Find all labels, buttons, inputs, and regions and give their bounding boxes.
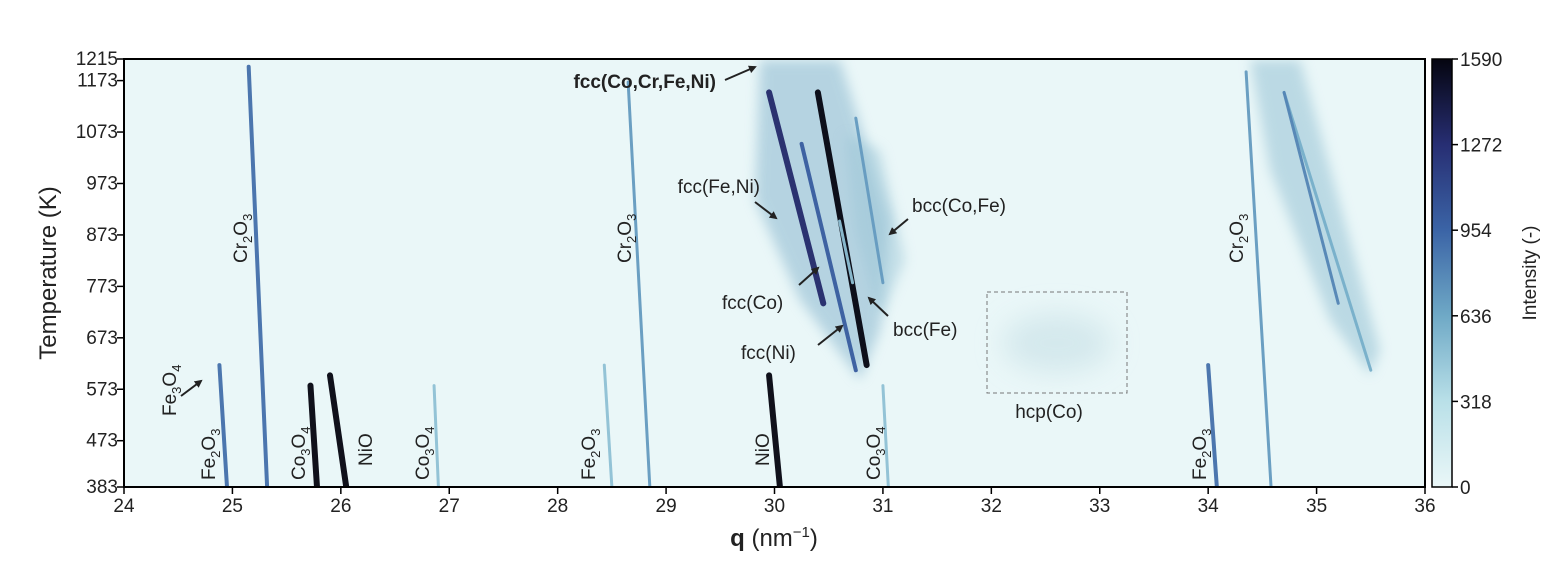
phase-labels: Cr2O3 Cr2O3 Cr2O3 Fe3O4 Fe2O3 Fe2O3 Fe2O… xyxy=(160,214,1251,480)
y-tick-label: 673 xyxy=(86,328,118,349)
trace-4 xyxy=(307,382,320,487)
label-co3o4-3: Co3O4 xyxy=(864,426,888,480)
y-tick-label: 473 xyxy=(86,431,118,452)
arrow-fcc-ni xyxy=(817,324,844,346)
colorbar-tick-label: 1272 xyxy=(1460,136,1502,157)
y-tick-label: 1215 xyxy=(76,49,118,70)
y-tick-label: 1173 xyxy=(77,71,118,92)
label-cr2o3-2: Cr2O3 xyxy=(615,214,639,263)
annotation-fcc-co: fcc(Co) xyxy=(722,293,783,314)
label-cr2o3-3: Cr2O3 xyxy=(1227,214,1251,263)
label-cr2o3-1: Cr2O3 xyxy=(231,214,255,263)
x-tick-label: 28 xyxy=(547,496,568,517)
x-tick-label: 24 xyxy=(113,496,135,517)
x-tick-label: 29 xyxy=(656,496,677,517)
colorbar-tick-label: 636 xyxy=(1460,307,1492,328)
trace-3 xyxy=(217,363,229,487)
trace-13 xyxy=(799,141,858,373)
annotation-fcc-feni: fcc(Fe,Ni) xyxy=(678,177,760,198)
annotations: fcc(Co,Cr,Fe,Ni) fcc(Fe,Ni) bcc(Co,Fe) f… xyxy=(180,65,1083,423)
trace-6 xyxy=(432,384,440,487)
arrow-fcc-co xyxy=(798,266,820,286)
y-tick-label: 573 xyxy=(86,379,118,400)
trace-1 xyxy=(626,80,652,487)
annotation-fcc-ni: fcc(Ni) xyxy=(741,343,796,364)
label-fe2o3-3: Fe2O3 xyxy=(1190,429,1214,480)
trace-9 xyxy=(881,384,890,487)
trace-0 xyxy=(246,64,270,487)
colorbar-tick-label: 954 xyxy=(1460,221,1492,242)
annotation-bcc-cofe: bcc(Co,Fe) xyxy=(912,196,1006,217)
x-tick-label: 32 xyxy=(981,496,1002,517)
annotation-fcc-cocrfeni: fcc(Co,Cr,Fe,Ni) xyxy=(573,72,716,93)
colorbar-ticks: 0 318 636 954 1272 1590 xyxy=(1452,50,1502,499)
label-nio-2: NiO xyxy=(753,433,774,466)
x-tick-label: 26 xyxy=(330,496,351,517)
diffraction-traces xyxy=(217,64,1373,487)
x-tick-label: 31 xyxy=(872,496,893,517)
x-axis-ticks: 24 25 26 27 28 29 30 31 32 33 34 35 36 xyxy=(113,487,1436,517)
trace-2 xyxy=(1244,70,1273,487)
label-co3o4-2: Co3O4 xyxy=(413,426,437,480)
arrow-fe3o4 xyxy=(180,379,203,397)
label-fe3o4: Fe3O4 xyxy=(160,365,184,416)
hcp-faint-region xyxy=(1002,313,1112,373)
annotation-hcp-co: hcp(Co) xyxy=(1015,402,1083,423)
y-tick-label: 873 xyxy=(86,225,118,246)
annotation-bcc-fe: bcc(Fe) xyxy=(893,320,957,341)
arrow-bcc-fe xyxy=(867,296,889,317)
colorbar-tick-label: 0 xyxy=(1460,478,1471,499)
x-tick-label: 25 xyxy=(222,496,243,517)
x-tick-label: 33 xyxy=(1089,496,1110,517)
label-fe2o3-1: Fe2O3 xyxy=(199,429,223,480)
trace-10 xyxy=(1206,363,1219,487)
colorbar-label: Intensity (-) xyxy=(1520,225,1541,320)
label-nio-1: NiO xyxy=(356,433,377,466)
trace-16 xyxy=(1282,90,1373,372)
trace-5 xyxy=(326,372,350,487)
x-tick-label: 27 xyxy=(439,496,460,517)
colorbar-tick-label: 318 xyxy=(1460,392,1492,413)
x-axis-label: q (nm−1) xyxy=(730,524,818,552)
colorbar xyxy=(1431,58,1453,488)
x-tick-label: 36 xyxy=(1414,496,1435,517)
x-tick-label: 34 xyxy=(1198,496,1220,517)
trace-17 xyxy=(1282,90,1340,305)
y-tick-label: 973 xyxy=(86,173,118,194)
label-co3o4-1: Co3O4 xyxy=(289,426,313,480)
arrow-bcc-cofe xyxy=(888,218,909,236)
trace-7 xyxy=(602,363,614,487)
y-tick-label: 773 xyxy=(86,276,118,297)
x-tick-label: 30 xyxy=(764,496,785,517)
trace-15 xyxy=(854,116,885,285)
x-tick-label: 35 xyxy=(1306,496,1327,517)
hcp-co-dashed-box xyxy=(986,291,1128,394)
y-tick-label: 383 xyxy=(86,477,118,498)
colorbar-tick-label: 1590 xyxy=(1460,50,1502,71)
trace-14 xyxy=(838,219,855,285)
y-tick-label: 1073 xyxy=(76,122,118,143)
arrow-fcc-cocrfeni xyxy=(724,65,757,81)
trace-8 xyxy=(766,372,783,487)
arrow-fcc-feni xyxy=(754,201,778,220)
label-fe2o3-2: Fe2O3 xyxy=(579,429,603,480)
y-axis-label: Temperature (K) xyxy=(35,186,62,359)
